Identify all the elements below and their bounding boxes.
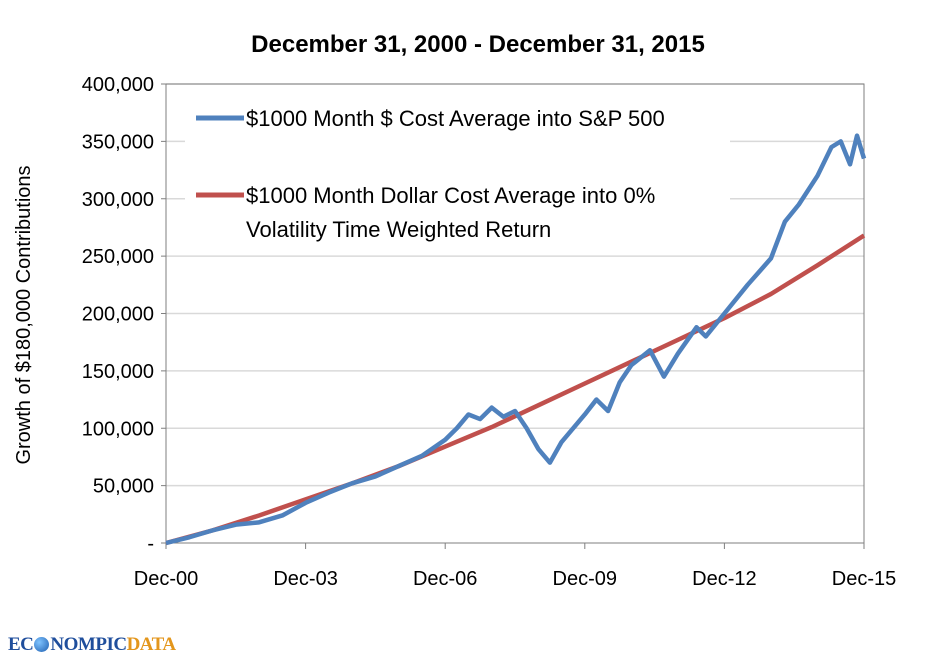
y-tick-labels: - 50,000 100,000 150,000 200,000 250,000 300,0… [82,74,154,555]
x-tick-label: Dec-09 [553,568,617,590]
series-line-zero-volatility [165,233,866,546]
logo-part-1: EC [8,634,34,655]
y-tick-label: - [147,533,154,555]
y-tick-label: 200,000 [82,304,154,326]
legend-label-zero-vol-1: $1000 Month Dollar Cost Average into 0% [246,183,655,208]
y-tick-label: 300,000 [82,189,154,211]
y-tick-label: 250,000 [82,246,154,268]
x-tick-label: Dec-03 [273,568,337,590]
series-line-sp500 [165,133,867,546]
series-lines [165,133,867,546]
y-tick-label: 50,000 [93,476,154,498]
y-tick-label: 100,000 [82,418,154,440]
y-tick-label: 400,000 [82,74,154,96]
x-tick-label: Dec-00 [134,568,198,590]
x-tick-label: Dec-12 [692,568,756,590]
logo-part-2: NOMPIC [50,634,127,655]
economicdata-logo: EC NOMPICDATA [8,634,176,656]
legend-background [185,98,730,248]
legend-label-zero-vol-2: Volatility Time Weighted Return [246,217,551,242]
plot-border [165,83,865,544]
y-tick-label: 150,000 [82,361,154,383]
legend: $1000 Month $ Cost Average into S&P 500 … [185,98,730,248]
x-tick-labels: Dec-00 Dec-03 Dec-06 Dec-09 Dec-12 Dec-15 [134,568,896,590]
x-tick-label: Dec-06 [413,568,477,590]
y-axis-label: Growth of $180,000 Contributions [13,165,35,464]
x-tick-label: Dec-15 [832,568,896,590]
globe-icon [34,637,50,652]
logo-part-3: DATA [126,634,177,655]
legend-label-sp500: $1000 Month $ Cost Average into S&P 500 [246,106,665,131]
y-tick-label: 350,000 [82,131,154,153]
chart-title: December 31, 2000 - December 31, 2015 [251,31,705,58]
